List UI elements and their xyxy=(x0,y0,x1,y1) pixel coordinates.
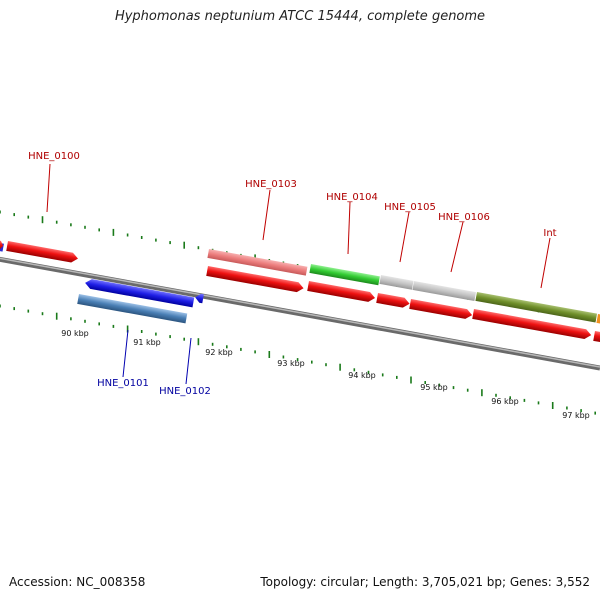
topology-text: Topology: circular; Length: 3,705,021 bp… xyxy=(260,575,590,589)
cds-arrow-hne0106 xyxy=(409,299,473,319)
gene-label-hne0104: HNE_0104 xyxy=(326,192,378,203)
gene-bar-int xyxy=(475,292,598,323)
cds-arrow-partial-right xyxy=(593,331,600,343)
cds-arrow-hne0105 xyxy=(376,293,410,308)
gene-bar-hne0103 xyxy=(207,249,308,276)
gene-label-hne0101: HNE_0101 xyxy=(97,378,149,389)
cds-arrow-int xyxy=(472,309,592,340)
scale-label-97kbp: 97 kbp xyxy=(562,411,590,420)
forward-gene-track xyxy=(0,242,600,324)
gene-label-int: Int xyxy=(543,228,556,239)
genome-backbone-highlight xyxy=(0,257,600,368)
scale-label-91kbp: 91 kbp xyxy=(133,338,161,347)
forward-cds-track xyxy=(0,240,600,343)
scale-label-93kbp: 93 kbp xyxy=(277,359,305,368)
gene-label-hne0102: HNE_0102 xyxy=(159,386,211,397)
gene-bar-hne0106 xyxy=(412,281,477,302)
cds-arrow-hne0103 xyxy=(206,266,304,293)
scale-label-92kbp: 92 kbp xyxy=(205,348,233,357)
gene-arrow-hne0101 xyxy=(85,279,195,308)
scale-label-95kbp: 95 kbp xyxy=(420,383,448,392)
gene-bar-partial-orange xyxy=(596,314,600,324)
scale-label-90kbp: 90 kbp xyxy=(61,329,89,338)
gene-arrow-hne0102 xyxy=(195,293,204,304)
gene-label-hne0103: HNE_0103 xyxy=(245,179,297,190)
cds-arrow-hne0104 xyxy=(307,281,376,302)
gene-bar-hne0104 xyxy=(309,264,380,286)
gene-label-hne0106: HNE_0106 xyxy=(438,212,490,223)
map-title: Hyphomonas neptunium ATCC 15444, complet… xyxy=(114,9,486,24)
forward-label-connectors xyxy=(46,163,551,289)
cds-arrow-hne0100 xyxy=(6,241,78,263)
accession-text: Accession: NC_008358 xyxy=(9,575,146,589)
scale-label-96kbp: 96 kbp xyxy=(491,397,519,406)
gene-label-hne0105: HNE_0105 xyxy=(384,202,436,213)
cds-arrow-partial xyxy=(0,240,4,250)
lower-tick-track xyxy=(0,304,597,415)
gene-bar-hne0105 xyxy=(379,275,414,290)
scale-label-94kbp: 94 kbp xyxy=(348,371,376,380)
reverse-gene-track xyxy=(77,279,204,324)
reverse-label-connectors xyxy=(122,329,192,385)
genome-backbone xyxy=(0,256,600,371)
gene-label-hne0100: HNE_0100 xyxy=(28,151,80,162)
cds-bar-hne0101 xyxy=(77,294,188,324)
